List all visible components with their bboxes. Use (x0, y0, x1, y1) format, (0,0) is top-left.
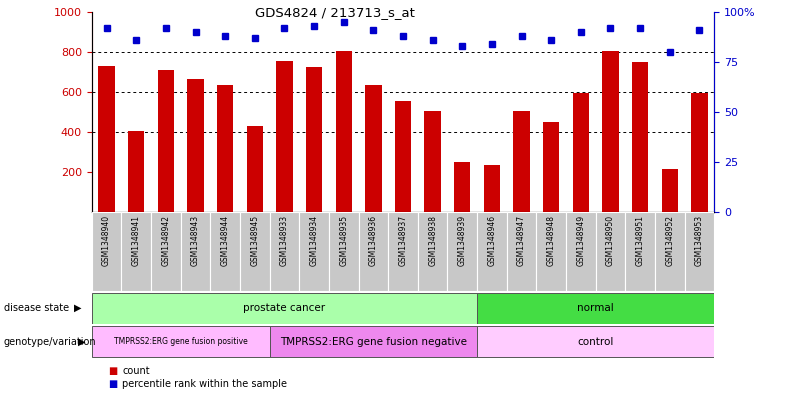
Text: GSM1348933: GSM1348933 (280, 215, 289, 266)
Bar (602, 51, 618, 212)
Bar (188, 79, 203, 212)
Bar (358, 212, 388, 291)
Bar (454, 162, 471, 212)
Bar (425, 111, 440, 212)
Text: GSM1348948: GSM1348948 (547, 215, 555, 266)
Bar (158, 70, 174, 212)
Text: disease state: disease state (4, 303, 69, 313)
Text: GSM1348952: GSM1348952 (666, 215, 674, 266)
Text: GDS4824 / 213713_s_at: GDS4824 / 213713_s_at (255, 6, 415, 19)
Bar (92, 212, 121, 291)
Bar (484, 165, 500, 212)
Bar (121, 212, 151, 291)
Bar (685, 212, 714, 291)
Bar (626, 212, 655, 291)
Bar (395, 101, 411, 212)
Bar (573, 93, 589, 212)
Text: TMPRSS2:ERG gene fusion positive: TMPRSS2:ERG gene fusion positive (114, 337, 247, 346)
Text: GSM1348945: GSM1348945 (251, 215, 259, 266)
Text: count: count (122, 366, 150, 376)
Text: ■: ■ (108, 366, 117, 376)
Text: GSM1348935: GSM1348935 (339, 215, 348, 266)
Bar (98, 66, 115, 212)
Bar (92, 326, 270, 357)
Text: ■: ■ (108, 379, 117, 389)
Bar (543, 123, 559, 212)
Bar (299, 212, 329, 291)
Text: GSM1348938: GSM1348938 (429, 215, 437, 266)
Bar (329, 212, 358, 291)
Text: GSM1348942: GSM1348942 (161, 215, 170, 266)
Text: GSM1348944: GSM1348944 (221, 215, 230, 266)
Bar (595, 212, 626, 291)
Text: GSM1348939: GSM1348939 (458, 215, 467, 266)
Bar (270, 212, 299, 291)
Text: ▶: ▶ (78, 336, 86, 347)
Text: GSM1348940: GSM1348940 (102, 215, 111, 266)
Bar (477, 293, 714, 323)
Bar (335, 51, 352, 212)
Text: normal: normal (577, 303, 614, 313)
Text: prostate cancer: prostate cancer (243, 303, 326, 313)
Bar (217, 85, 233, 212)
Text: control: control (578, 336, 614, 347)
Bar (180, 212, 211, 291)
Text: GSM1348949: GSM1348949 (576, 215, 585, 266)
Bar (128, 131, 144, 212)
Text: GSM1348947: GSM1348947 (517, 215, 526, 266)
Bar (477, 326, 714, 357)
Bar (655, 212, 685, 291)
Bar (211, 212, 240, 291)
Bar (247, 126, 263, 212)
Bar (507, 212, 536, 291)
Text: TMPRSS2:ERG gene fusion negative: TMPRSS2:ERG gene fusion negative (280, 336, 467, 347)
Text: GSM1348953: GSM1348953 (695, 215, 704, 266)
Text: GSM1348946: GSM1348946 (488, 215, 496, 266)
Bar (632, 62, 648, 212)
Bar (513, 111, 530, 212)
Bar (365, 85, 381, 212)
Bar (276, 61, 293, 212)
Text: ▶: ▶ (74, 303, 82, 313)
Text: GSM1348941: GSM1348941 (132, 215, 140, 266)
Text: GSM1348951: GSM1348951 (636, 215, 645, 266)
Bar (418, 212, 448, 291)
Bar (536, 212, 566, 291)
Text: percentile rank within the sample: percentile rank within the sample (122, 379, 287, 389)
Bar (448, 212, 477, 291)
Bar (566, 212, 595, 291)
Bar (240, 212, 270, 291)
Bar (151, 212, 180, 291)
Bar (306, 67, 322, 212)
Text: GSM1348950: GSM1348950 (606, 215, 615, 266)
Text: genotype/variation: genotype/variation (4, 336, 97, 347)
Text: GSM1348934: GSM1348934 (310, 215, 318, 266)
Bar (662, 169, 678, 212)
Bar (388, 212, 418, 291)
Text: GSM1348936: GSM1348936 (369, 215, 377, 266)
Bar (477, 212, 507, 291)
Bar (691, 93, 708, 212)
Bar (92, 293, 477, 323)
Text: GSM1348937: GSM1348937 (398, 215, 408, 266)
Bar (270, 326, 477, 357)
Text: GSM1348943: GSM1348943 (191, 215, 200, 266)
